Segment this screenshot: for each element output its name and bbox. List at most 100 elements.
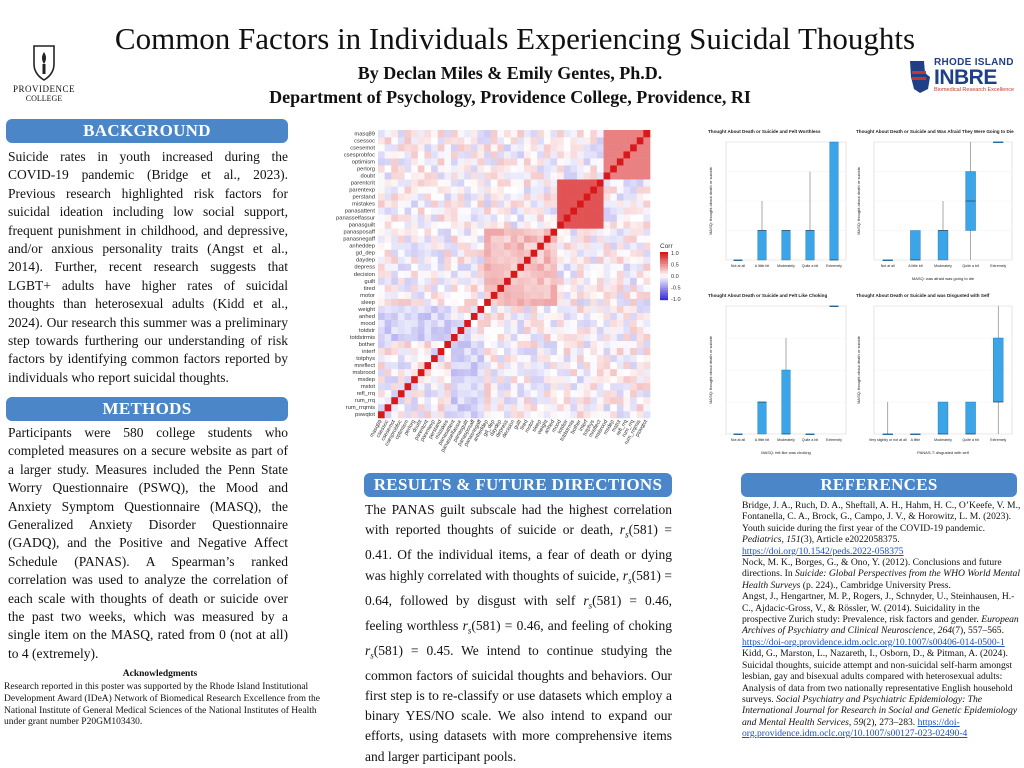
heatmap-cell <box>570 333 578 342</box>
heatmap-cell <box>424 305 432 313</box>
heatmap-cell <box>391 165 399 173</box>
heatmap-cell <box>384 389 392 398</box>
reference-link[interactable]: https://doi-org.providence.idm.oclc.org/… <box>742 636 1005 648</box>
heatmap-cell <box>610 158 618 166</box>
heatmap-cell <box>590 235 598 243</box>
heatmap-cell <box>563 284 571 292</box>
heatmap-cell <box>510 319 518 327</box>
heatmap-row-label: decision <box>354 272 375 278</box>
heatmap-cell <box>577 305 584 313</box>
heatmap-cell <box>497 347 505 356</box>
heatmap-cell <box>630 193 638 201</box>
heatmap-cell <box>630 207 638 215</box>
heatmap-cell <box>477 207 485 215</box>
heatmap-cell <box>570 319 578 327</box>
heatmap-cell <box>623 340 631 349</box>
heatmap-cell <box>437 277 445 285</box>
heatmap-cell <box>477 144 485 152</box>
box-body <box>757 230 767 261</box>
heatmap-cell <box>497 298 505 306</box>
heatmap-cell <box>391 137 399 145</box>
heatmap-cell <box>537 326 545 335</box>
heatmap-cell <box>411 207 419 215</box>
heatmap-cell <box>411 263 419 271</box>
heatmap-cell <box>570 263 578 271</box>
heatmap-cell <box>404 403 412 412</box>
references-header: REFERENCES <box>741 473 1017 497</box>
heatmap-cell <box>523 256 531 264</box>
heatmap-cell <box>557 221 565 229</box>
heatmap-cell <box>550 214 558 222</box>
heatmap-cell <box>583 361 591 370</box>
heatmap-cell <box>504 172 511 180</box>
heatmap-row-label: depress <box>354 265 375 271</box>
heatmap-cell <box>557 235 565 243</box>
heatmap-cell <box>583 158 591 166</box>
heatmap-cell <box>530 256 538 264</box>
heatmap-cell <box>444 137 452 145</box>
heatmap-cell <box>577 396 584 405</box>
heatmap-cell <box>570 179 578 187</box>
heatmap-cell <box>450 410 458 419</box>
heatmap-cell <box>497 291 505 299</box>
ri-inbre-logo: RHODE ISLAND INBRE Biomedical Research E… <box>908 57 1018 97</box>
heatmap-cell <box>563 165 571 173</box>
heatmap-cell <box>583 410 591 419</box>
heatmap-cell <box>384 326 392 335</box>
heatmap-cell <box>517 375 525 384</box>
heatmap-cell <box>543 410 551 419</box>
legend-swatch <box>660 288 668 291</box>
heatmap-cell <box>470 333 478 342</box>
heatmap-cell <box>517 396 525 405</box>
heatmap-cell <box>510 165 518 173</box>
heatmap-cell <box>590 186 598 194</box>
heatmap-cell <box>603 144 611 152</box>
heatmap-cell <box>464 186 472 194</box>
heatmap-cell <box>484 165 492 173</box>
heatmap-cell <box>557 354 565 363</box>
reference-link[interactable]: https://doi-org.providence.idm.oclc.org/… <box>742 716 968 740</box>
category-label: Not at all <box>731 438 745 442</box>
heatmap-cell <box>490 165 498 173</box>
heatmap-cell <box>378 263 385 271</box>
heatmap-cell <box>557 228 565 236</box>
heatmap-row-label: masq89 <box>354 131 375 137</box>
heatmap-cell <box>563 179 571 187</box>
reference-link[interactable]: https://doi.org/10.1542/peds.2022-058375 <box>742 545 904 557</box>
heatmap-cell <box>437 207 445 215</box>
heatmap-row-label: pswqtot <box>355 412 375 418</box>
heatmap-cell <box>630 242 638 250</box>
heatmap-cell <box>477 179 485 187</box>
heatmap-cell <box>397 291 405 299</box>
heatmap-cell <box>616 347 624 356</box>
heatmap-cell <box>464 361 472 370</box>
heatmap-cell <box>543 368 551 377</box>
box-chart-worthless: Thought About Death or Suicide and Felt … <box>704 124 852 284</box>
heatmap-cell <box>616 200 624 208</box>
heatmap-cell <box>457 375 465 384</box>
heatmap-cell <box>397 312 405 320</box>
heatmap-cell <box>623 270 631 278</box>
heatmap-cell <box>464 305 472 313</box>
chart-title: Thought About Death or Suicide and was D… <box>856 293 990 298</box>
heatmap-cell <box>596 375 604 384</box>
heatmap-cell <box>497 403 505 412</box>
heatmap-cell <box>490 151 498 159</box>
heatmap-cell <box>477 340 485 349</box>
heatmap-cell <box>484 172 492 180</box>
heatmap-cell <box>437 249 445 257</box>
heatmap-cell <box>424 284 432 292</box>
heatmap-cell <box>431 354 439 363</box>
heatmap-cell <box>616 249 624 257</box>
heatmap-cell <box>411 130 419 138</box>
heatmap-cell <box>583 186 591 194</box>
heatmap-cell <box>411 333 419 342</box>
heatmap-cell <box>577 382 584 391</box>
heatmap-cell <box>537 340 545 349</box>
heatmap-cell <box>497 235 505 243</box>
heatmap-cell <box>470 200 478 208</box>
heatmap-cell <box>497 200 505 208</box>
heatmap-cell <box>404 207 412 215</box>
heatmap-cell <box>517 221 525 229</box>
heatmap-cell <box>424 158 432 166</box>
